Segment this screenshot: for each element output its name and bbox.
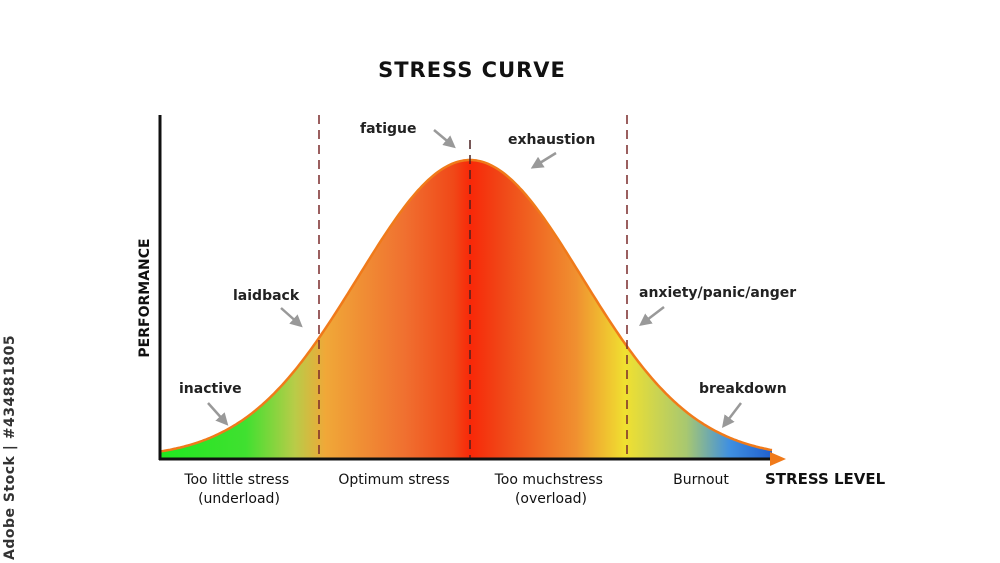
annotation-arrow-fatigue (433, 129, 456, 149)
zone-label-optimum-stress: Optimum stress (338, 472, 449, 488)
annotation-arrow-laidback (280, 307, 303, 328)
annotation-arrow-exhaustion (530, 151, 557, 169)
annotation-breakdown: breakdown (699, 381, 787, 397)
side-credit: Adobe Stock | #434881805 (2, 334, 18, 560)
zone-label-too-little-stress: Too little stress (underload) (183, 472, 293, 507)
zone-label-too-much-stress: Too muchstress (overload) (494, 472, 608, 507)
annotation-anxiety: anxiety/panic/anger (639, 285, 796, 301)
x-axis-label: STRESS LEVEL (765, 470, 886, 488)
performance-curve-outline (159, 158, 773, 453)
annotation-fatigue: fatigue (360, 121, 417, 137)
diagram-title: STRESS CURVE (378, 58, 566, 82)
y-axis-label: PERFORMANCE (137, 238, 153, 357)
annotation-arrow-inactive (207, 402, 229, 426)
annotation-inactive: inactive (179, 381, 242, 397)
zone-label-burnout: Burnout (673, 472, 729, 488)
annotation-arrow-anxiety (639, 306, 665, 327)
annotation-laidback: laidback (233, 288, 300, 304)
annotation-exhaustion: exhaustion (508, 132, 595, 148)
performance-curve-fill (160, 160, 772, 458)
annotation-arrow-breakdown (721, 402, 742, 428)
x-axis-arrowhead (770, 452, 786, 466)
